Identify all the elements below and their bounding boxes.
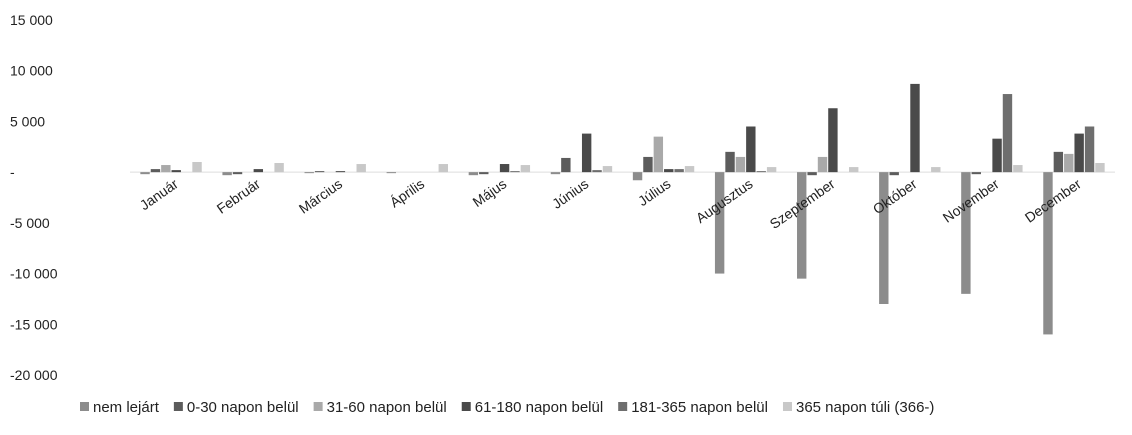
bar-2-8 — [725, 151, 735, 173]
bar-1-5 — [468, 172, 479, 176]
bar-3-7 — [653, 136, 664, 173]
bar-5-8 — [756, 171, 766, 173]
legend-label: 31-60 napon belül — [327, 399, 447, 416]
bar-1-7 — [632, 172, 643, 181]
bar-2-1 — [150, 169, 161, 173]
x-tick-label: November — [940, 175, 1002, 225]
bar-6-1 — [192, 162, 202, 173]
bar-5-5 — [510, 171, 520, 173]
bar-2-11 — [971, 172, 981, 175]
x-tick-label: Június — [549, 175, 591, 211]
y-tick-label: 10 000 — [10, 63, 53, 79]
legend-swatch — [618, 402, 628, 411]
legend-label: nem lejárt — [93, 399, 160, 416]
legend-swatch — [461, 402, 471, 411]
legend-label: 61-180 napon belül — [475, 399, 603, 416]
bar-2-5 — [479, 172, 489, 175]
bar-1-2 — [222, 172, 232, 176]
bar-4-3 — [335, 171, 346, 173]
bar-5-7 — [674, 169, 684, 173]
x-tick-label: December — [1022, 175, 1084, 225]
bar-6-12 — [1095, 163, 1105, 173]
bar-4-11 — [992, 138, 1002, 173]
bar-2-3 — [314, 171, 325, 173]
bar-1-1 — [140, 172, 150, 175]
bar-4-6 — [581, 133, 592, 173]
bar-6-7 — [684, 166, 695, 173]
bar-3-8 — [735, 156, 746, 173]
bar-4-10 — [910, 83, 920, 173]
legend: nem lejárt 0-30 napon belül 31-60 napon be… — [80, 399, 934, 416]
bar-3-12 — [1064, 153, 1074, 173]
bar-6-8 — [766, 167, 777, 173]
bar-1-11 — [961, 172, 971, 294]
bar-4-8 — [746, 126, 756, 173]
bar-5-12 — [1084, 126, 1095, 173]
y-tick-label: 5 000 — [10, 113, 45, 129]
y-tick-label: 15 000 — [10, 12, 53, 28]
bar-3-1 — [161, 165, 171, 173]
bar-6-5 — [520, 165, 531, 173]
y-axis: 15 000 10 000 5 000 - -5 000 -10 000 -15 000 -2… — [10, 12, 58, 383]
bar-5-11 — [1002, 94, 1013, 173]
bar-4-2 — [253, 169, 264, 173]
bar-6-6 — [602, 166, 613, 173]
bar-6-9 — [849, 167, 859, 173]
y-tick-label: - — [10, 164, 15, 180]
bar-2-10 — [889, 172, 899, 176]
bar-6-10 — [931, 167, 941, 173]
bar-1-12 — [1043, 172, 1053, 335]
legend-swatch — [173, 402, 183, 411]
legend-swatch — [313, 402, 323, 411]
bar-6-3 — [356, 164, 366, 173]
x-axis-labels: Január Február Március Április Május Június Jú… — [137, 175, 1084, 232]
bar-4-9 — [828, 108, 838, 173]
legend-swatch — [782, 402, 792, 411]
legend-label: 181-365 napon belül — [631, 399, 768, 416]
x-tick-label: Május — [470, 175, 510, 210]
bar-4-1 — [171, 170, 181, 173]
x-tick-label: Március — [296, 175, 345, 216]
bar-6-2 — [274, 163, 284, 173]
bar-4-5 — [499, 164, 510, 173]
x-tick-label: Január — [137, 175, 182, 213]
y-tick-label: -5 000 — [10, 215, 50, 231]
bar-6-11 — [1013, 165, 1023, 173]
bar-1-10 — [879, 172, 889, 304]
bar-6-4 — [438, 164, 448, 173]
bar-3-9 — [817, 156, 828, 173]
bar-4-12 — [1074, 133, 1084, 173]
bar-1-8 — [714, 172, 725, 274]
bar-2-6 — [561, 157, 571, 173]
bar-2-7 — [643, 156, 653, 173]
x-tick-label: Április — [387, 175, 427, 210]
bar-1-9 — [797, 172, 807, 279]
bars-group — [140, 83, 1105, 335]
bar-2-9 — [807, 172, 817, 176]
legend-label: 365 napon túli (366-) — [796, 399, 934, 416]
y-tick-label: -20 000 — [10, 367, 58, 383]
bar-4-7 — [664, 169, 674, 173]
bar-2-12 — [1053, 151, 1064, 173]
legend-label: 0-30 napon belül — [187, 399, 299, 416]
x-tick-label: Október — [870, 175, 920, 217]
y-tick-label: -15 000 — [10, 316, 58, 332]
legend-swatch — [80, 402, 89, 411]
bar-1-6 — [550, 172, 561, 175]
bar-5-6 — [592, 170, 602, 173]
bar-1-3 — [304, 172, 314, 174]
bar-1-4 — [386, 172, 396, 174]
y-tick-label: -10 000 — [10, 266, 58, 282]
x-tick-label: Február — [214, 175, 264, 216]
x-tick-label: Július — [635, 175, 674, 209]
bar-2-2 — [232, 172, 243, 175]
